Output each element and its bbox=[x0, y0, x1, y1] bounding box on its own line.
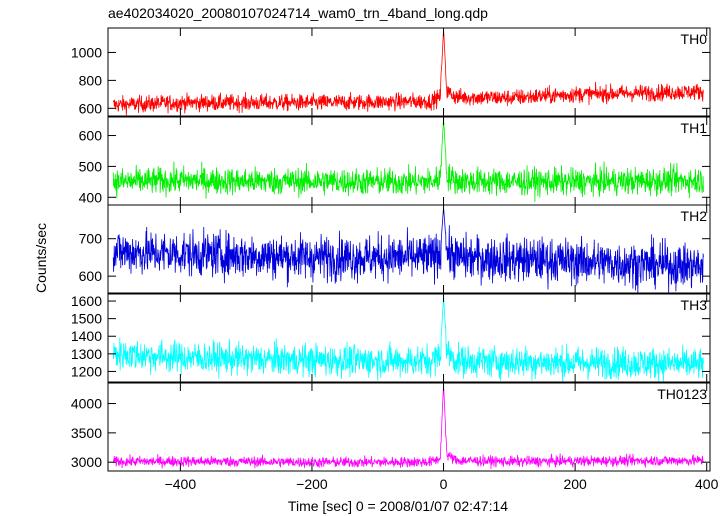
y-tick-label: 3500 bbox=[71, 425, 102, 441]
y-tick-label: 1400 bbox=[71, 328, 102, 344]
x-tick-label: −200 bbox=[296, 476, 328, 492]
x-tick-label: −400 bbox=[165, 476, 197, 492]
panel-frame bbox=[107, 293, 711, 383]
y-tick-label: 400 bbox=[79, 189, 103, 205]
y-tick-label: 1000 bbox=[71, 44, 102, 60]
y-tick-label: 600 bbox=[79, 268, 103, 284]
panel-frame bbox=[107, 382, 711, 472]
series-line-th0123 bbox=[112, 386, 704, 470]
x-axis-label: Time [sec] 0 = 2008/01/07 02:47:14 bbox=[288, 498, 508, 514]
x-tick-label: 0 bbox=[440, 476, 448, 492]
panel-frame bbox=[107, 116, 711, 206]
y-tick-label: 1300 bbox=[71, 346, 102, 362]
y-tick-label: 700 bbox=[79, 231, 103, 247]
panel-frame bbox=[107, 204, 711, 294]
x-tick-label: 200 bbox=[563, 476, 587, 492]
y-tick-label: 1200 bbox=[71, 363, 102, 379]
series-line-th3 bbox=[112, 297, 704, 382]
y-tick-label: 4000 bbox=[71, 396, 102, 412]
panel-label: TH1 bbox=[681, 120, 708, 136]
series-line-th2 bbox=[112, 208, 704, 293]
y-axis-label: Counts/sec bbox=[33, 223, 49, 293]
y-tick-label: 500 bbox=[79, 158, 103, 174]
panels-group: TH0 600 800 1000 TH1 400 500 600 TH2 600 700 TH3 120… bbox=[71, 27, 719, 492]
y-tick-label: 3000 bbox=[71, 454, 102, 470]
y-tick-label: 600 bbox=[79, 100, 103, 116]
series-line-th0 bbox=[112, 31, 704, 116]
panel-frame bbox=[107, 27, 711, 117]
x-tick-label: 400 bbox=[695, 476, 719, 492]
y-tick-label: 1500 bbox=[71, 311, 102, 327]
chart-title: ae402034020_20080107024714_wam0_trn_4ban… bbox=[108, 5, 488, 21]
y-tick-label: 600 bbox=[79, 128, 103, 144]
series-line-th1 bbox=[112, 120, 704, 203]
panel-label: TH0 bbox=[681, 31, 708, 47]
panel-label: TH3 bbox=[681, 297, 708, 313]
panel-label: TH0123 bbox=[657, 386, 707, 402]
panel-label: TH2 bbox=[681, 208, 708, 224]
y-tick-label: 1600 bbox=[71, 293, 102, 309]
y-tick-label: 800 bbox=[79, 72, 103, 88]
